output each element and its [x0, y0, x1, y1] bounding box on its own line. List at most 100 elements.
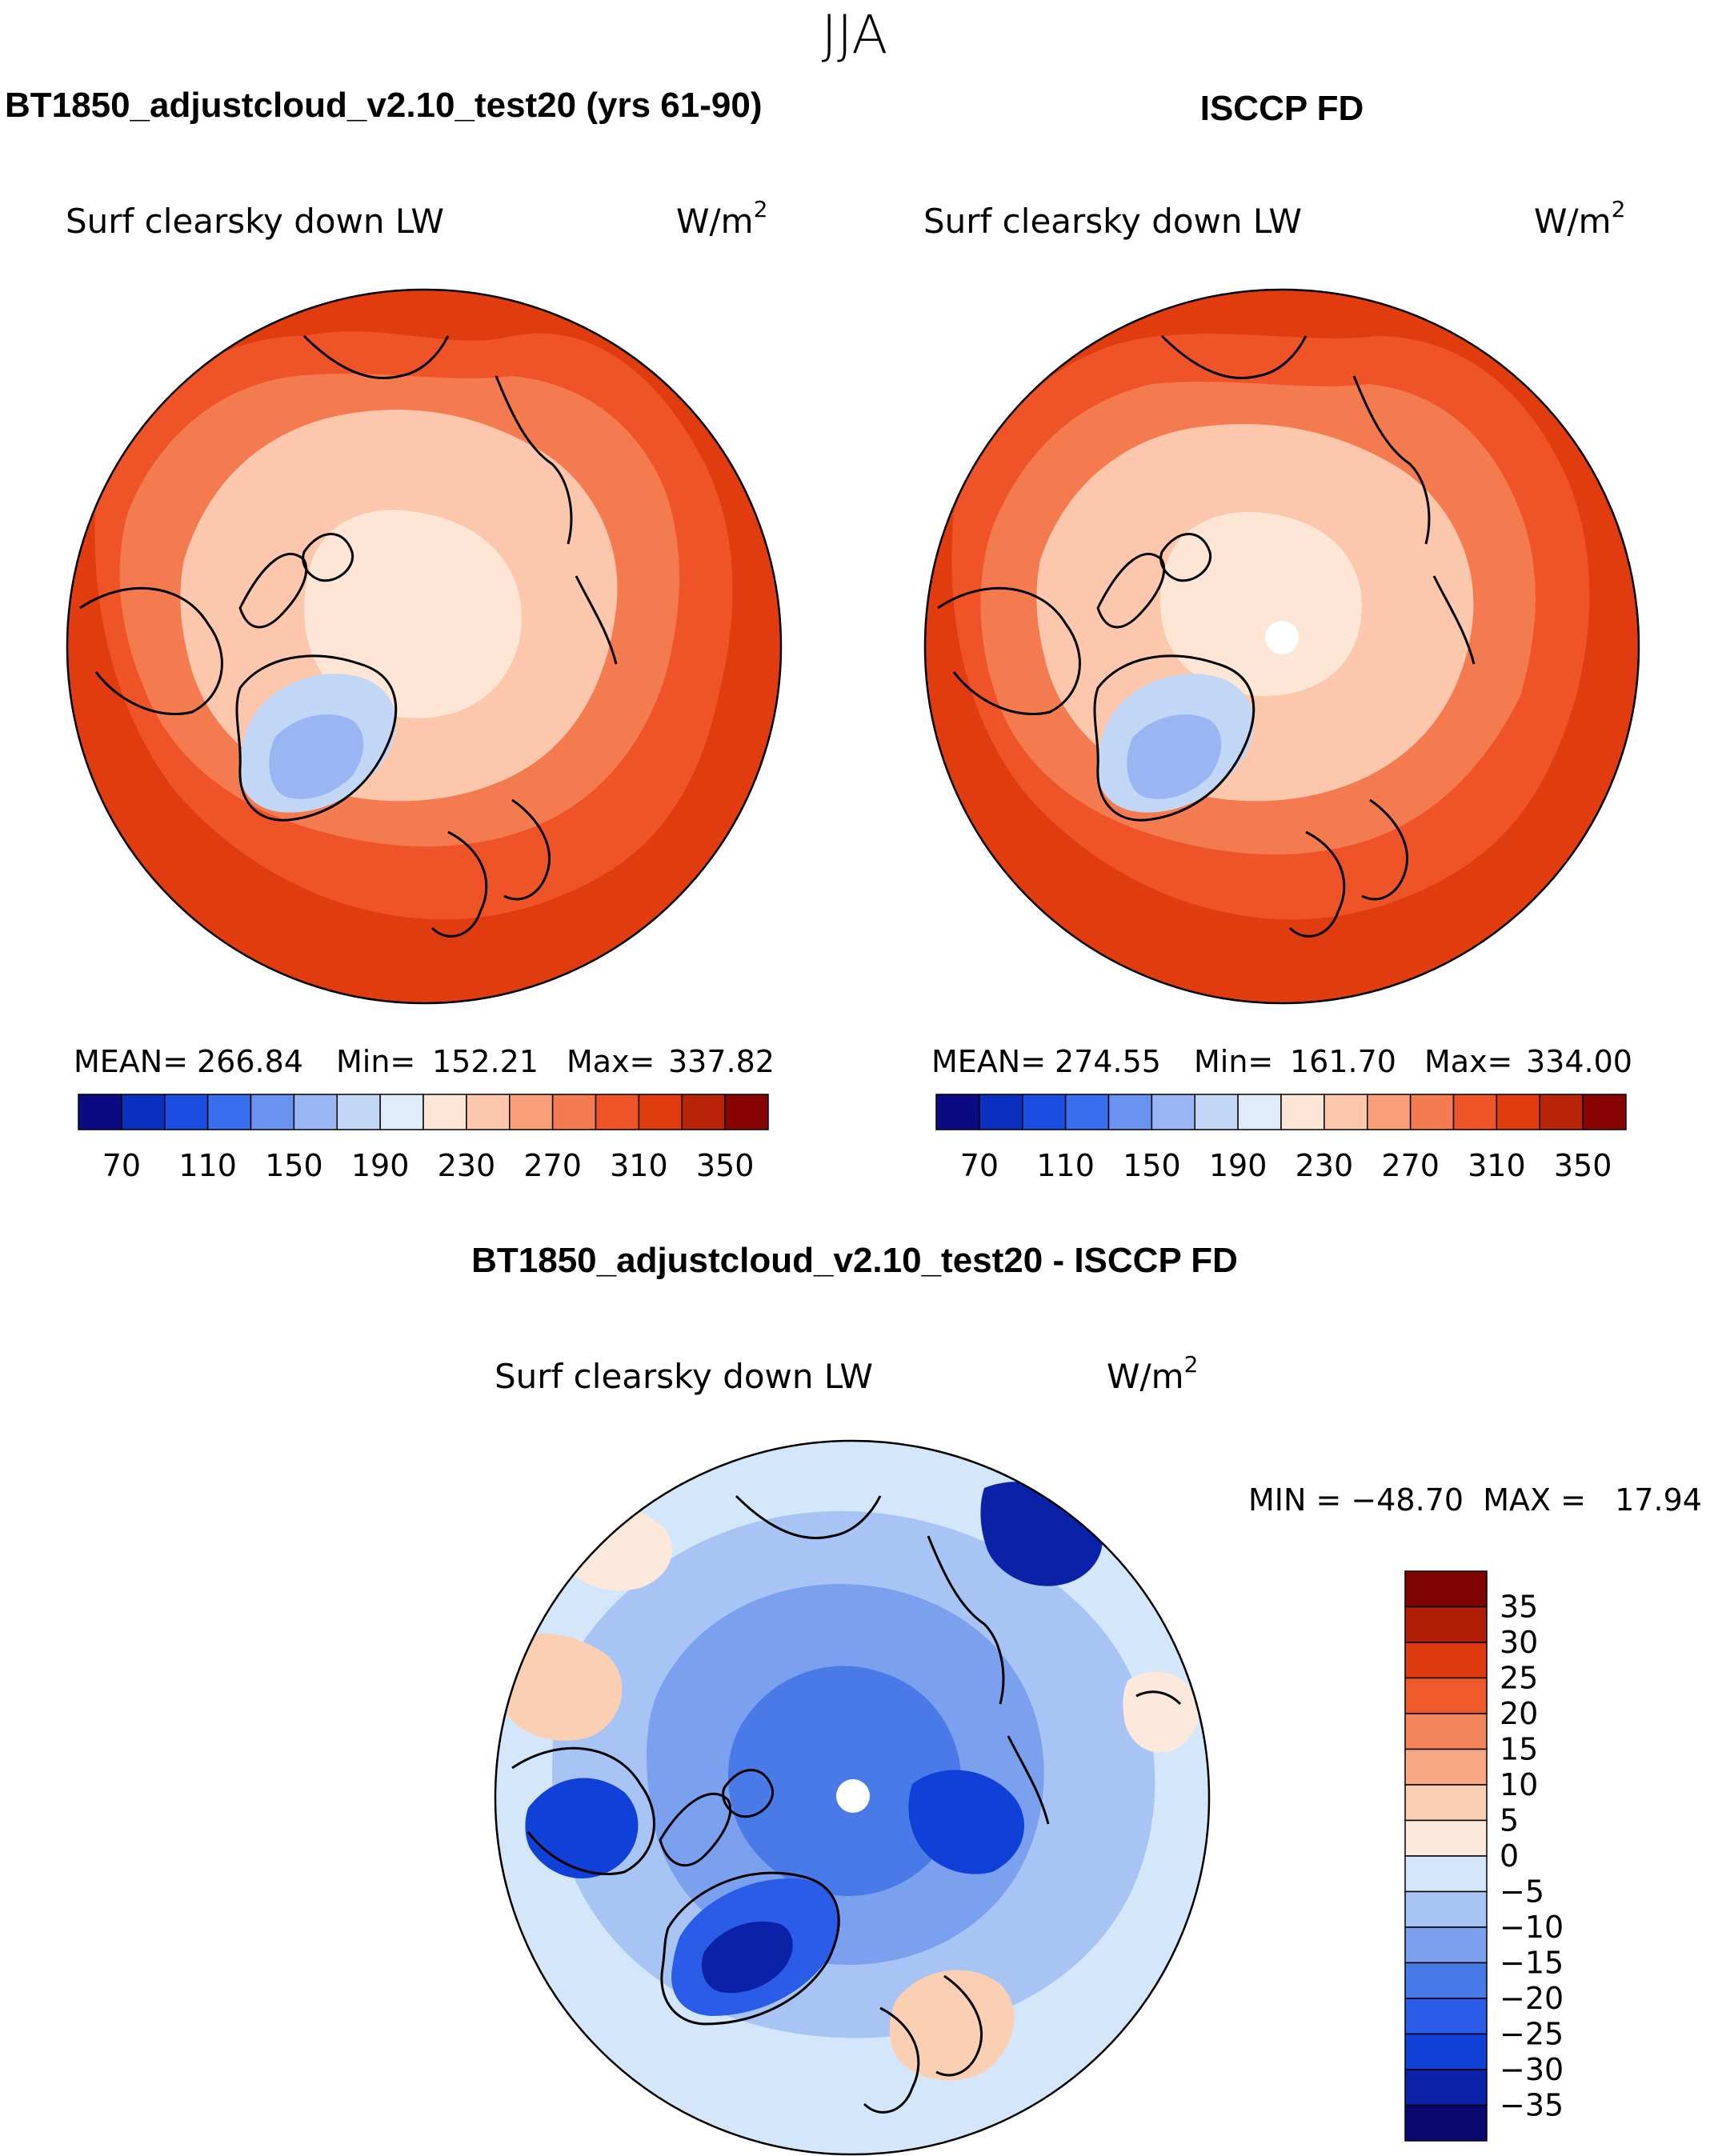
obs-units-label: W/m2 [1534, 196, 1625, 241]
obs-mean-value: 274.55 [1055, 1044, 1161, 1079]
model-colorbar-tick-label-4: 230 [438, 1148, 496, 1183]
obs-min-label: Min= [1194, 1044, 1273, 1079]
model-colorbar-tick-label-3: 190 [351, 1148, 410, 1183]
diff-colorbar-swatch-14 [1404, 2069, 1488, 2106]
diff-colorbar-tick-label-11: −20 [1500, 1981, 1564, 2016]
obs-mean-label: MEAN= [931, 1044, 1046, 1079]
model-colorbar-tick-label-6: 310 [610, 1148, 668, 1183]
model-polar-map [66, 288, 783, 1005]
diff-colorbar-tick-label-6: 5 [1500, 1803, 1519, 1838]
model-mean-value: 266.84 [197, 1044, 303, 1079]
obs-coastlines [937, 334, 1476, 938]
obs-polar-map [923, 288, 1640, 1005]
diff-polar-map [494, 1439, 1211, 2156]
model-colorbar-swatch-9 [466, 1094, 511, 1130]
obs-colorbar-swatch-9 [1324, 1094, 1368, 1130]
obs-colorbar: 70 110 150 190 230 270 310 350 [935, 1094, 1627, 1183]
diff-colorbar-tick-label-0: 35 [1500, 1590, 1538, 1625]
season-title: JJA [822, 4, 888, 66]
diff-field-north-america-west [499, 1633, 623, 1741]
model-colorbar-swatch-3 [206, 1094, 252, 1130]
obs-colorbar-swatch-15 [1582, 1094, 1627, 1130]
diff-colorbar-swatch-10 [1404, 1926, 1488, 1964]
diff-colorbar-swatch-5 [1404, 1748, 1488, 1786]
obs-colorbar-swatch-12 [1452, 1094, 1498, 1130]
obs-colorbar-swatch-11 [1409, 1094, 1455, 1130]
model-colorbar-swatch-11 [551, 1094, 597, 1130]
model-colorbar-swatch-4 [250, 1094, 295, 1130]
model-colorbar-swatch-2 [164, 1094, 209, 1130]
model-map-border [66, 288, 783, 1005]
diff-coastlines [511, 1494, 1182, 2114]
diff-colorbar-swatch-3 [1404, 1677, 1488, 1714]
model-stats: MEAN= 266.84 Min= 152.21 Max= 337.82 [74, 1044, 775, 1079]
diff-colorbar-tick-label-3: 20 [1500, 1696, 1538, 1731]
obs-colorbar-swatch-5 [1151, 1094, 1195, 1130]
model-field-central-arctic [304, 510, 522, 718]
model-colorbar-tick-label-1: 110 [178, 1148, 237, 1183]
diff-colorbar-swatch-15 [1404, 2104, 1488, 2142]
model-colorbar-tick-label-7: 350 [696, 1148, 755, 1183]
model-colorbar-swatch-6 [336, 1094, 381, 1130]
obs-pole-missing [1265, 621, 1299, 654]
diff-colorbar-swatch-4 [1404, 1713, 1488, 1750]
obs-colorbar-swatch-0 [935, 1094, 980, 1130]
model-colorbar-tick-label-0: 70 [102, 1148, 141, 1183]
diff-colorbar-swatch-8 [1404, 1855, 1488, 1893]
model-colorbar-swatch-1 [121, 1094, 166, 1130]
model-variable-label: Surf clearsky down LW [66, 202, 444, 241]
diff-units-label: W/m2 [1107, 1351, 1198, 1396]
obs-colorbar-tick-label-7: 350 [1554, 1148, 1612, 1183]
diff-colorbar-tick-label-1: 30 [1500, 1625, 1538, 1660]
obs-colorbar-tick-label-6: 310 [1468, 1148, 1526, 1183]
model-field-greenland-core [269, 714, 364, 799]
model-units-label: W/m2 [676, 196, 767, 241]
diff-colorbar-swatch-0 [1404, 1570, 1488, 1608]
model-max-value: 337.82 [668, 1044, 775, 1079]
model-mean-label: MEAN= [74, 1044, 188, 1079]
model-colorbar-swatch-15 [724, 1094, 769, 1130]
obs-max-label: Max= [1424, 1044, 1512, 1079]
model-colorbar-swatch-13 [638, 1094, 683, 1130]
diff-field-east-edge [1123, 1671, 1199, 1753]
model-colorbar-swatch-12 [595, 1094, 640, 1130]
obs-panel-title: ISCCP FD [1200, 89, 1364, 128]
obs-units-base: W/m [1534, 202, 1612, 241]
obs-map-border [923, 288, 1640, 1005]
diff-colorbar-swatch-6 [1404, 1784, 1488, 1822]
diff-map-border [494, 1439, 1211, 2156]
obs-colorbar-swatch-14 [1539, 1094, 1584, 1130]
model-colorbar-swatch-14 [681, 1094, 726, 1130]
diff-colorbar-swatch-9 [1404, 1890, 1488, 1928]
diff-units-exponent: 2 [1184, 1351, 1199, 1378]
diff-colorbar-tick-label-12: −25 [1500, 2017, 1564, 2052]
obs-colorbar-swatch-1 [979, 1094, 1023, 1130]
model-colorbar-swatch-5 [293, 1094, 338, 1130]
model-units-exponent: 2 [754, 196, 768, 222]
diff-colorbar-swatch-7 [1404, 1819, 1488, 1857]
diff-colorbar-tick-label-5: 10 [1500, 1767, 1538, 1802]
model-colorbar-tick-label-5: 270 [523, 1148, 582, 1183]
obs-colorbar-tick-label-2: 150 [1123, 1148, 1181, 1183]
obs-field-greenland-core [1127, 714, 1222, 799]
obs-colorbar-tick-label-3: 190 [1209, 1148, 1267, 1183]
diff-field-scandinavia [889, 1970, 1015, 2081]
model-colorbar-swatch-8 [422, 1094, 467, 1130]
diff-colorbar-swatch-11 [1404, 1962, 1488, 1999]
obs-colorbar-tick-label-0: 70 [960, 1148, 999, 1183]
model-colorbar-swatch-10 [509, 1094, 554, 1130]
obs-variable-label: Surf clearsky down LW [923, 202, 1302, 241]
model-units-base: W/m [676, 202, 754, 241]
diff-panel-title: BT1850_adjustcloud_v2.10_test20 - ISCCP … [471, 1241, 1238, 1280]
model-coastlines [79, 334, 618, 938]
obs-colorbar-swatch-13 [1496, 1094, 1540, 1130]
diff-variable-label: Surf clearsky down LW [495, 1357, 873, 1396]
diff-colorbar-swatch-13 [1404, 2033, 1488, 2070]
obs-colorbar-swatch-3 [1064, 1094, 1110, 1130]
diff-colorbar-tick-label-9: −10 [1500, 1910, 1564, 1945]
model-colorbar: 70 110 150 190 230 270 310 350 [78, 1094, 769, 1183]
model-max-label: Max= [567, 1044, 655, 1079]
